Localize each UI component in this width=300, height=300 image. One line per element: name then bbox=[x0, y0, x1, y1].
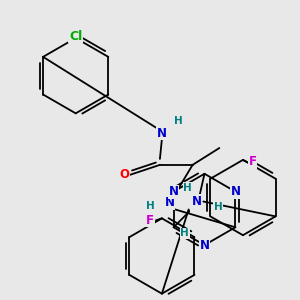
Text: N: N bbox=[200, 238, 209, 252]
Text: N: N bbox=[157, 127, 167, 140]
Text: N: N bbox=[192, 195, 202, 208]
Text: N: N bbox=[190, 199, 200, 212]
Text: F: F bbox=[146, 214, 154, 227]
Text: N: N bbox=[165, 196, 175, 209]
Text: H: H bbox=[183, 183, 192, 193]
Text: Cl: Cl bbox=[69, 30, 82, 43]
Text: H: H bbox=[174, 116, 183, 126]
Text: O: O bbox=[119, 168, 129, 181]
Text: H: H bbox=[180, 228, 189, 238]
Text: H: H bbox=[214, 202, 223, 212]
Text: N: N bbox=[230, 185, 240, 198]
Text: H: H bbox=[146, 202, 154, 212]
Text: N: N bbox=[169, 185, 178, 198]
Text: F: F bbox=[249, 155, 257, 168]
